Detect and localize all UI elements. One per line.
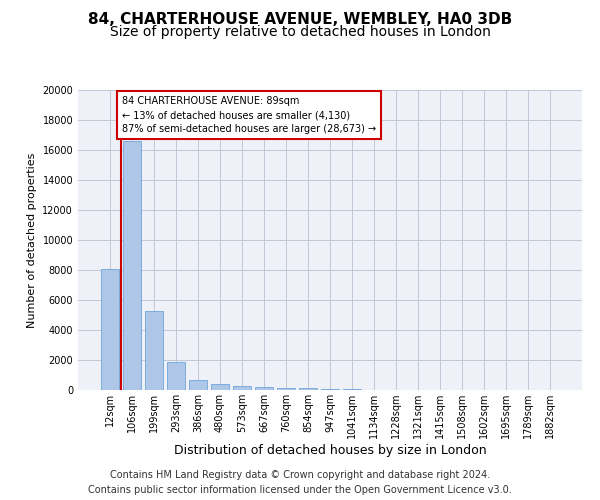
Y-axis label: Number of detached properties: Number of detached properties <box>27 152 37 328</box>
Bar <box>233 386 251 390</box>
X-axis label: Distribution of detached houses by size in London: Distribution of detached houses by size … <box>173 444 487 457</box>
Bar <box>101 268 119 390</box>
Text: Contains public sector information licensed under the Open Government Licence v3: Contains public sector information licen… <box>88 485 512 495</box>
Text: 84 CHARTERHOUSE AVENUE: 89sqm
← 13% of detached houses are smaller (4,130)
87% o: 84 CHARTERHOUSE AVENUE: 89sqm ← 13% of d… <box>122 96 376 134</box>
Text: Contains HM Land Registry data © Crown copyright and database right 2024.: Contains HM Land Registry data © Crown c… <box>110 470 490 480</box>
Bar <box>211 384 229 390</box>
Bar <box>145 310 163 390</box>
Bar <box>167 362 185 390</box>
Text: Size of property relative to detached houses in London: Size of property relative to detached ho… <box>110 25 490 39</box>
Bar <box>189 380 206 390</box>
Bar <box>321 389 339 390</box>
Text: 84, CHARTERHOUSE AVENUE, WEMBLEY, HA0 3DB: 84, CHARTERHOUSE AVENUE, WEMBLEY, HA0 3D… <box>88 12 512 28</box>
Bar <box>255 387 273 390</box>
Bar <box>299 388 317 390</box>
Bar <box>277 388 295 390</box>
Bar <box>123 141 140 390</box>
